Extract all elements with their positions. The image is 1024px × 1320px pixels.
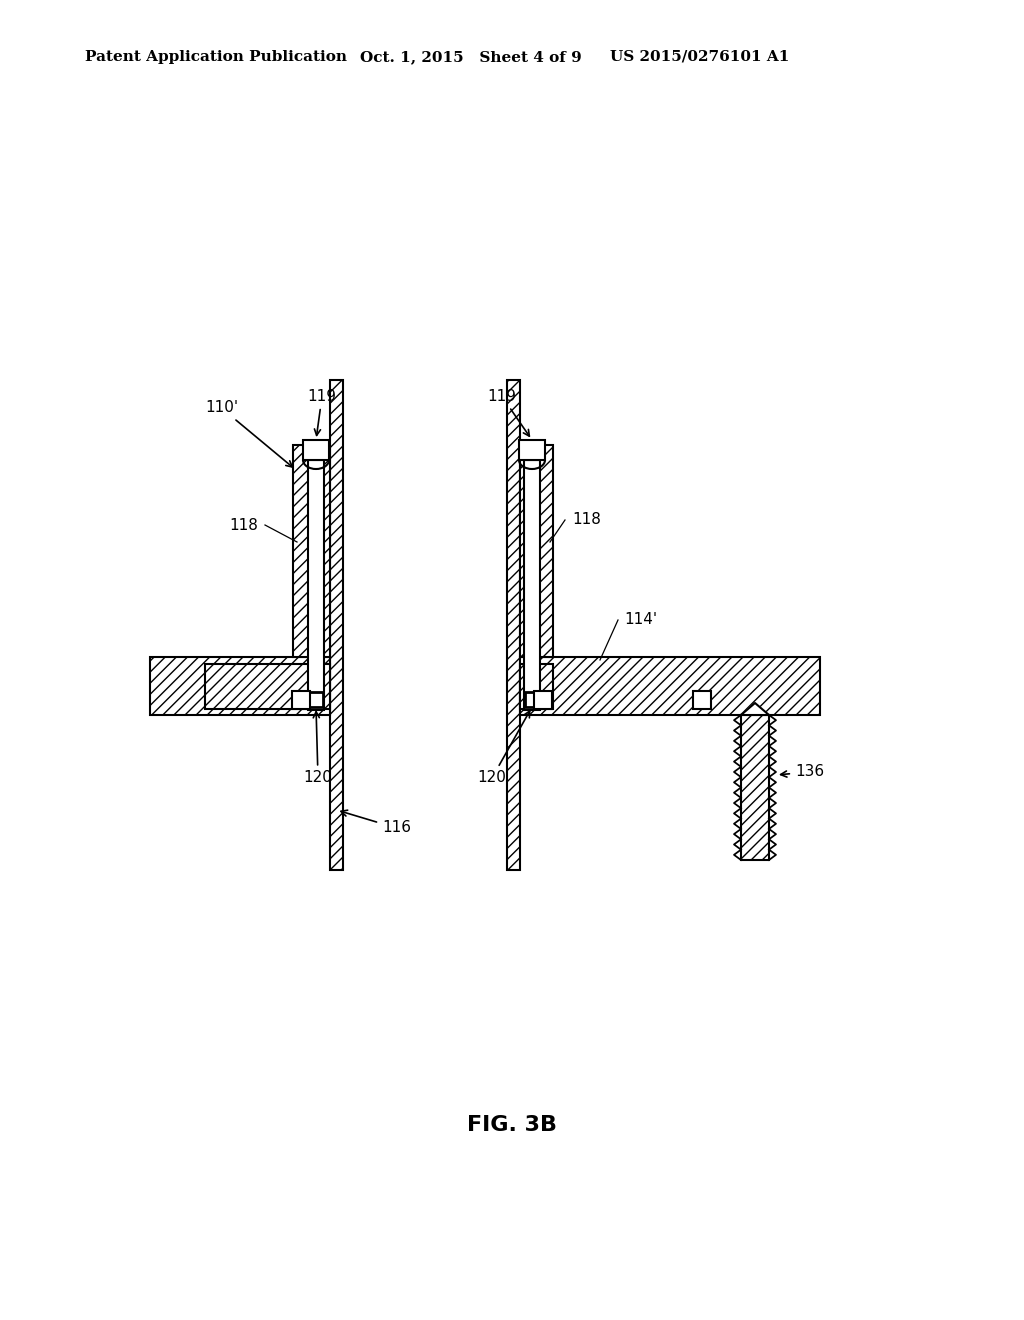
Bar bbox=[524, 459, 540, 710]
Bar bbox=[534, 690, 552, 709]
Bar bbox=[303, 440, 329, 459]
Bar bbox=[292, 690, 310, 709]
Text: Oct. 1, 2015   Sheet 4 of 9: Oct. 1, 2015 Sheet 4 of 9 bbox=[360, 50, 582, 63]
Text: US 2015/0276101 A1: US 2015/0276101 A1 bbox=[610, 50, 790, 63]
Text: 114': 114' bbox=[624, 612, 657, 627]
Text: 120: 120 bbox=[303, 711, 333, 785]
Text: 116: 116 bbox=[341, 810, 411, 836]
Text: 118: 118 bbox=[229, 517, 258, 532]
Bar bbox=[309, 692, 323, 708]
Text: Patent Application Publication: Patent Application Publication bbox=[85, 50, 347, 63]
Bar bbox=[205, 664, 330, 709]
Text: FIG. 3B: FIG. 3B bbox=[467, 1115, 557, 1135]
Bar bbox=[520, 664, 553, 709]
Bar bbox=[693, 690, 711, 709]
Bar bbox=[308, 459, 324, 710]
Bar bbox=[519, 440, 545, 459]
Bar bbox=[507, 380, 520, 870]
Text: 110': 110' bbox=[205, 400, 293, 467]
Bar bbox=[525, 692, 539, 708]
Text: 118: 118 bbox=[572, 512, 601, 528]
Polygon shape bbox=[741, 704, 769, 715]
Text: 120: 120 bbox=[477, 711, 529, 785]
Bar bbox=[741, 715, 769, 861]
Bar bbox=[330, 380, 343, 870]
Bar bbox=[520, 657, 820, 715]
Text: 136: 136 bbox=[780, 764, 824, 780]
Text: 119: 119 bbox=[307, 389, 337, 436]
Bar bbox=[293, 445, 330, 657]
Text: 119: 119 bbox=[487, 389, 529, 436]
Bar bbox=[150, 657, 330, 715]
Bar bbox=[520, 445, 553, 657]
